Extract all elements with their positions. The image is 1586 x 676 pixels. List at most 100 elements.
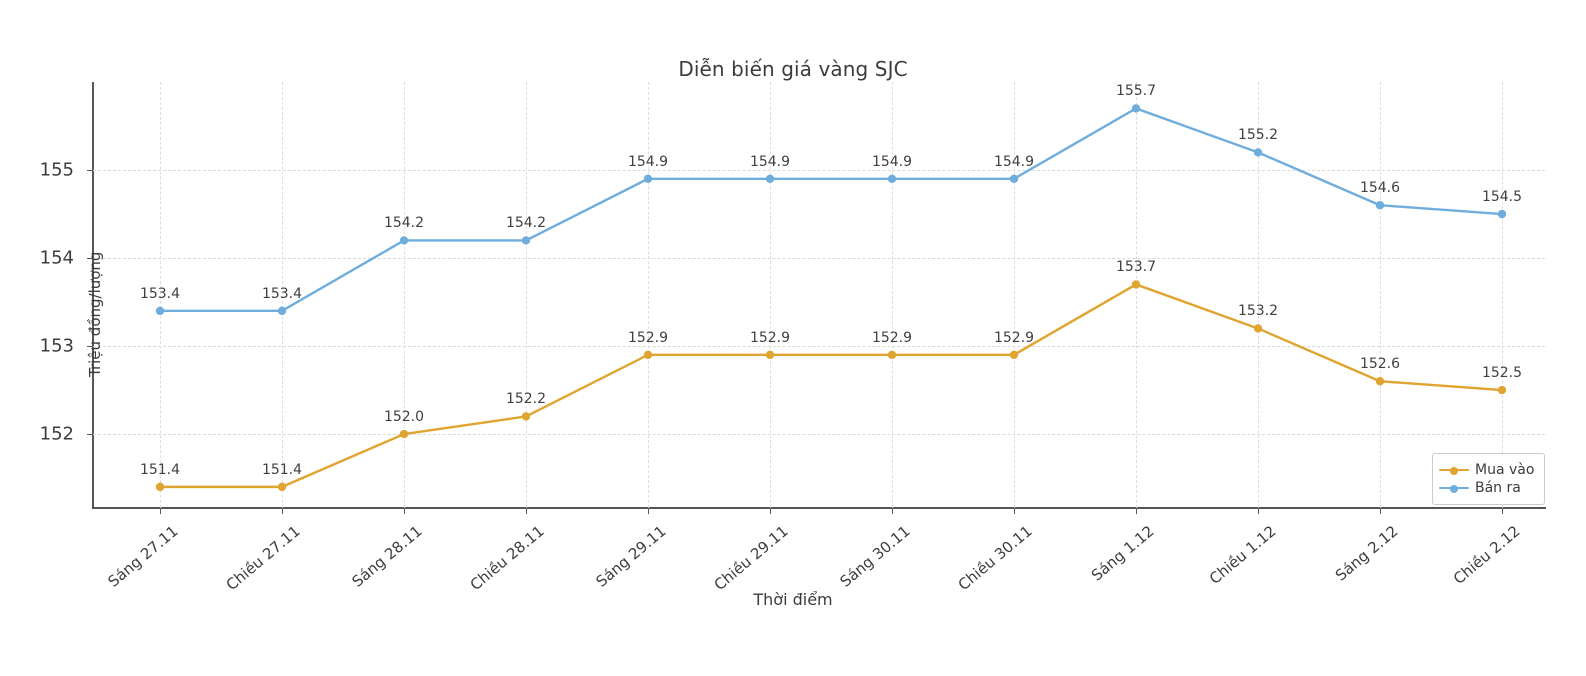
- x-tick-mark: [404, 508, 405, 514]
- gridline-vertical: [892, 82, 893, 508]
- data-point-marker[interactable]: [1253, 324, 1263, 333]
- y-tick-mark: [87, 434, 93, 436]
- data-point-marker[interactable]: [155, 306, 165, 316]
- gridline-vertical: [1380, 82, 1381, 508]
- data-point-marker[interactable]: [521, 236, 531, 245]
- x-tick-mark: [1502, 508, 1503, 514]
- data-point-label: 152.9: [993, 329, 1035, 346]
- data-point-label: 154.9: [627, 153, 669, 170]
- gridline-vertical: [1502, 82, 1503, 508]
- data-point-label: 154.2: [505, 215, 547, 232]
- data-point-label: 152.5: [1481, 365, 1523, 382]
- legend-swatch-line-icon-1: [1439, 481, 1469, 495]
- data-point-marker[interactable]: [399, 236, 409, 245]
- gridline-vertical: [648, 82, 649, 508]
- data-point-label: 155.2: [1237, 127, 1279, 144]
- x-tick-label: Sáng 30.11: [836, 522, 914, 591]
- data-point-label: 154.5: [1481, 189, 1523, 206]
- y-tick-mark: [87, 258, 93, 260]
- data-point-marker[interactable]: [887, 350, 897, 360]
- gridline-horizontal: [93, 258, 1545, 260]
- gridline-vertical: [526, 82, 527, 508]
- legend-label-1: Bán ra: [1475, 480, 1521, 496]
- x-tick-mark: [282, 508, 283, 514]
- data-point-marker[interactable]: [643, 350, 653, 360]
- legend-label-0: Mua vào: [1475, 462, 1535, 478]
- x-tick-label: Sáng 2.12: [1331, 522, 1402, 585]
- data-point-label: 155.7: [1115, 83, 1157, 100]
- chart-title: Diễn biến giá vàng SJC: [678, 57, 908, 81]
- data-point-label: 153.2: [1237, 303, 1279, 320]
- gridline-vertical: [1014, 82, 1015, 508]
- y-tick-label: 152: [39, 423, 74, 445]
- y-tick-label: 155: [39, 159, 74, 181]
- series-lines: [155, 104, 1507, 492]
- x-tick-label: Sáng 27.11: [104, 522, 182, 591]
- data-point-marker[interactable]: [1009, 350, 1019, 360]
- data-point-marker[interactable]: [1375, 201, 1385, 210]
- gridline-vertical: [1258, 82, 1259, 508]
- data-point-marker[interactable]: [521, 412, 531, 421]
- chart-legend[interactable]: Mua vào Bán ra: [1432, 453, 1545, 505]
- data-point-marker[interactable]: [765, 350, 775, 360]
- data-point-label: 152.6: [1359, 356, 1401, 373]
- gridline-vertical: [1136, 82, 1137, 508]
- data-point-marker[interactable]: [399, 429, 409, 439]
- data-point-label: 152.0: [383, 409, 425, 426]
- data-point-marker[interactable]: [1375, 377, 1385, 386]
- gridline-vertical: [770, 82, 771, 508]
- data-point-marker[interactable]: [1131, 104, 1141, 113]
- x-tick-mark: [1380, 508, 1381, 514]
- gridline-vertical: [404, 82, 405, 508]
- x-tick-label: Sáng 29.11: [592, 522, 670, 591]
- data-point-marker[interactable]: [1497, 385, 1507, 395]
- data-point-label: 153.4: [261, 285, 303, 302]
- x-tick-label: Sáng 1.12: [1087, 522, 1158, 585]
- data-point-marker[interactable]: [1253, 148, 1263, 157]
- y-tick-label: 154: [39, 247, 74, 269]
- data-point-label: 152.9: [749, 329, 791, 346]
- gridline-vertical: [160, 82, 161, 508]
- y-axis-spine: [92, 82, 94, 509]
- plot-area: 151.4 151.4 152.0 152.2 152.9 152.9 152.9 152.9…: [86, 82, 1545, 514]
- series-line-1: [158, 107, 1504, 313]
- data-point-label: 153.7: [1115, 259, 1157, 276]
- x-tick-label: Chiều 27.11: [222, 522, 304, 595]
- y-tick-label: 153: [39, 335, 74, 357]
- x-tick-mark: [1014, 508, 1015, 514]
- data-point-marker[interactable]: [887, 174, 897, 184]
- gridline-horizontal: [93, 170, 1545, 172]
- data-point-marker[interactable]: [1009, 174, 1019, 184]
- y-axis-title: Triệu đồng/lượng: [86, 251, 104, 377]
- data-point-label: 152.2: [505, 391, 547, 408]
- legend-item-1[interactable]: Bán ra: [1439, 479, 1536, 497]
- data-point-marker[interactable]: [643, 174, 653, 184]
- x-axis-title: Thời điểm: [753, 590, 833, 609]
- x-tick-label: Chiều 29.11: [710, 522, 792, 595]
- data-point-label: 152.9: [871, 329, 913, 346]
- x-tick-label: Chiều 2.12: [1449, 522, 1524, 588]
- data-point-marker[interactable]: [765, 174, 775, 184]
- data-point-marker[interactable]: [277, 482, 287, 492]
- x-tick-label: Chiều 28.11: [466, 522, 548, 595]
- x-tick-mark: [526, 508, 527, 514]
- data-point-marker[interactable]: [155, 482, 165, 492]
- x-tick-label: Sáng 28.11: [348, 522, 426, 591]
- y-tick-mark: [87, 346, 93, 348]
- data-point-label: 153.4: [139, 285, 181, 302]
- data-point-label: 151.4: [139, 461, 181, 478]
- data-point-marker[interactable]: [1131, 280, 1141, 289]
- data-point-label: 154.9: [871, 153, 913, 170]
- x-tick-mark: [892, 508, 893, 514]
- x-tick-label: Chiều 1.12: [1205, 522, 1280, 588]
- data-point-label: 154.2: [383, 215, 425, 232]
- x-tick-mark: [770, 508, 771, 514]
- y-tick-mark: [87, 170, 93, 172]
- data-point-marker[interactable]: [1497, 209, 1507, 219]
- legend-item-0[interactable]: Mua vào: [1439, 461, 1536, 479]
- x-tick-mark: [1258, 508, 1259, 514]
- x-axis-spine: [92, 507, 1546, 509]
- series-line-0: [158, 283, 1504, 489]
- data-point-marker[interactable]: [277, 306, 287, 316]
